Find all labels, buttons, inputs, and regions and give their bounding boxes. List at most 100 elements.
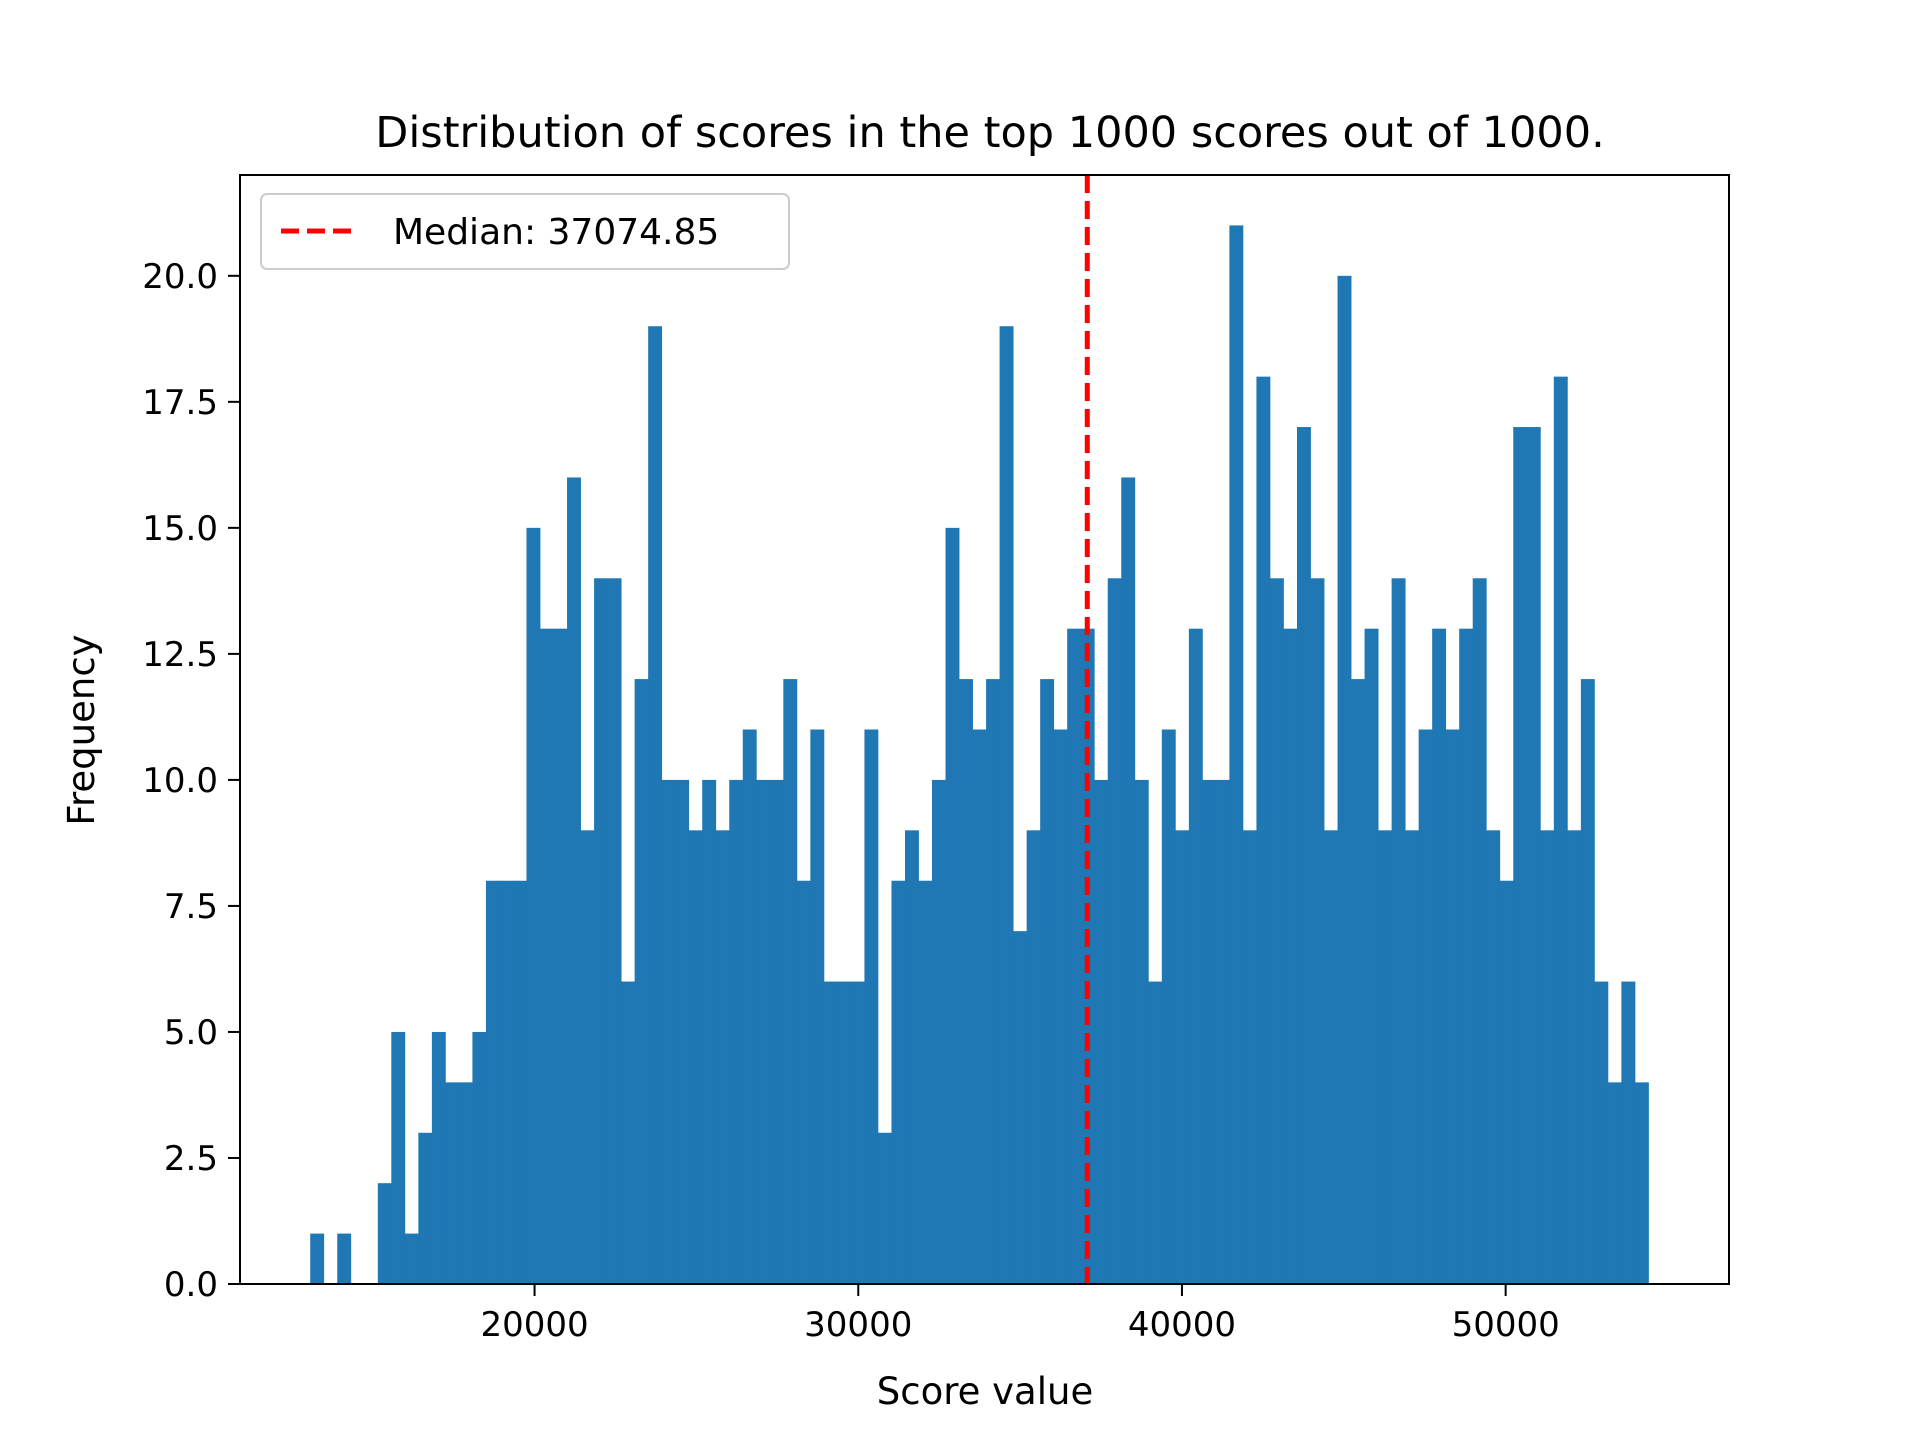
legend: Median: 37074.85 (260, 193, 790, 270)
histogram-bar (1540, 830, 1555, 1284)
histogram-bar (1634, 1082, 1649, 1284)
histogram-bar (648, 326, 663, 1285)
histogram-bar (1256, 376, 1271, 1284)
histogram-bar (742, 729, 757, 1284)
histogram-bar (607, 578, 622, 1284)
histogram-bar (418, 1132, 433, 1284)
histogram-bar (783, 679, 798, 1284)
histogram-bar (1580, 679, 1595, 1284)
histogram-bar (1391, 578, 1406, 1284)
histogram-bar (1526, 427, 1541, 1284)
histogram-bar (1107, 578, 1122, 1284)
y-tick-label: 5.0 (164, 1013, 218, 1053)
histogram-bar (1445, 729, 1460, 1284)
histogram-bar (337, 1233, 352, 1284)
histogram-bar (1269, 578, 1284, 1284)
histogram-bar (1553, 376, 1568, 1284)
histogram-bar (1161, 729, 1176, 1284)
histogram-bar (1324, 830, 1338, 1284)
y-tick-label: 10.0 (142, 761, 218, 801)
histogram-bar (1094, 779, 1109, 1284)
histogram-bar (1296, 427, 1311, 1284)
histogram-bar (1148, 981, 1163, 1284)
histogram-bar (1067, 628, 1082, 1284)
histogram-bar (715, 830, 730, 1284)
histogram-bar (1242, 830, 1257, 1284)
histogram-bar (823, 981, 838, 1284)
y-tick-label: 7.5 (164, 887, 218, 927)
histogram-bar (932, 779, 946, 1284)
histogram-bar (1013, 931, 1028, 1284)
histogram-bar (1040, 679, 1055, 1284)
histogram-bar (729, 779, 744, 1284)
histogram-bar (675, 779, 690, 1284)
histogram-bar (1472, 578, 1487, 1284)
bars-group (310, 225, 1649, 1285)
histogram-bar (1351, 679, 1365, 1284)
legend-median-label: Median: 37074.85 (393, 212, 719, 253)
y-tick-label: 17.5 (142, 383, 218, 423)
histogram-bar (661, 779, 676, 1284)
histogram-bar (553, 628, 568, 1284)
y-tick-label: 0.0 (164, 1265, 218, 1305)
histogram-bar (796, 880, 811, 1284)
histogram-bar (1053, 729, 1068, 1284)
chart-title: Distribution of scores in the top 1000 s… (375, 108, 1605, 158)
histogram-bar (310, 1233, 325, 1284)
x-tick-label: 30000 (804, 1305, 912, 1345)
histogram-bar (1513, 427, 1528, 1284)
y-tick-label: 15.0 (142, 509, 218, 549)
histogram-bar (526, 527, 541, 1284)
histogram-bar (810, 729, 825, 1284)
histogram-bar (837, 981, 852, 1284)
x-axis-ticks: 20000 30000 40000 50000 (480, 1284, 1560, 1345)
histogram-bar (634, 679, 649, 1284)
histogram-bar (1418, 729, 1433, 1284)
histogram-bar (999, 326, 1014, 1285)
histogram-bar (959, 679, 973, 1284)
histogram-bar (1229, 225, 1244, 1284)
histogram-bar (499, 880, 514, 1284)
x-tick-label: 50000 (1452, 1305, 1560, 1345)
legend-box (260, 193, 790, 270)
histogram-bar (1026, 830, 1041, 1284)
histogram-bar (540, 628, 554, 1284)
y-tick-label: 12.5 (142, 635, 218, 675)
histogram-bar (1310, 578, 1325, 1284)
histogram-bar (1405, 830, 1420, 1284)
x-axis-label: Score value (877, 1370, 1093, 1413)
y-tick-label: 2.5 (164, 1139, 218, 1179)
histogram-bar (1432, 628, 1447, 1284)
histogram-bar (1337, 275, 1352, 1284)
histogram-bar (1175, 830, 1190, 1284)
histogram-bar (1499, 880, 1514, 1284)
histogram-bar (512, 880, 527, 1284)
histogram-bar (594, 578, 608, 1284)
histogram-bar (877, 1132, 892, 1284)
histogram-bar (850, 981, 865, 1284)
y-axis-label: Frequency (60, 634, 103, 825)
histogram-bar (702, 779, 717, 1284)
histogram-bar (458, 1082, 473, 1284)
histogram-bar (1215, 779, 1230, 1284)
histogram-bar (431, 1031, 446, 1284)
histogram-bar (769, 779, 784, 1284)
histogram-bar (1607, 1082, 1622, 1284)
histogram-bar (1188, 628, 1203, 1284)
histogram-bar (1459, 628, 1474, 1284)
histogram-bar (1378, 830, 1393, 1284)
histogram-bar (1134, 779, 1149, 1284)
histogram-bar (688, 830, 703, 1284)
histogram-bar (580, 830, 595, 1284)
histogram-bar (377, 1183, 392, 1284)
histogram-bar (621, 981, 636, 1284)
histogram-bar (972, 729, 987, 1284)
histogram-bar (986, 679, 1001, 1284)
y-tick-label: 20.0 (142, 257, 218, 297)
histogram-bar (1594, 981, 1609, 1284)
histogram-bar (756, 779, 771, 1284)
histogram-bar (1567, 830, 1582, 1284)
histogram-bar (1283, 628, 1298, 1284)
histogram-bar (891, 880, 906, 1284)
